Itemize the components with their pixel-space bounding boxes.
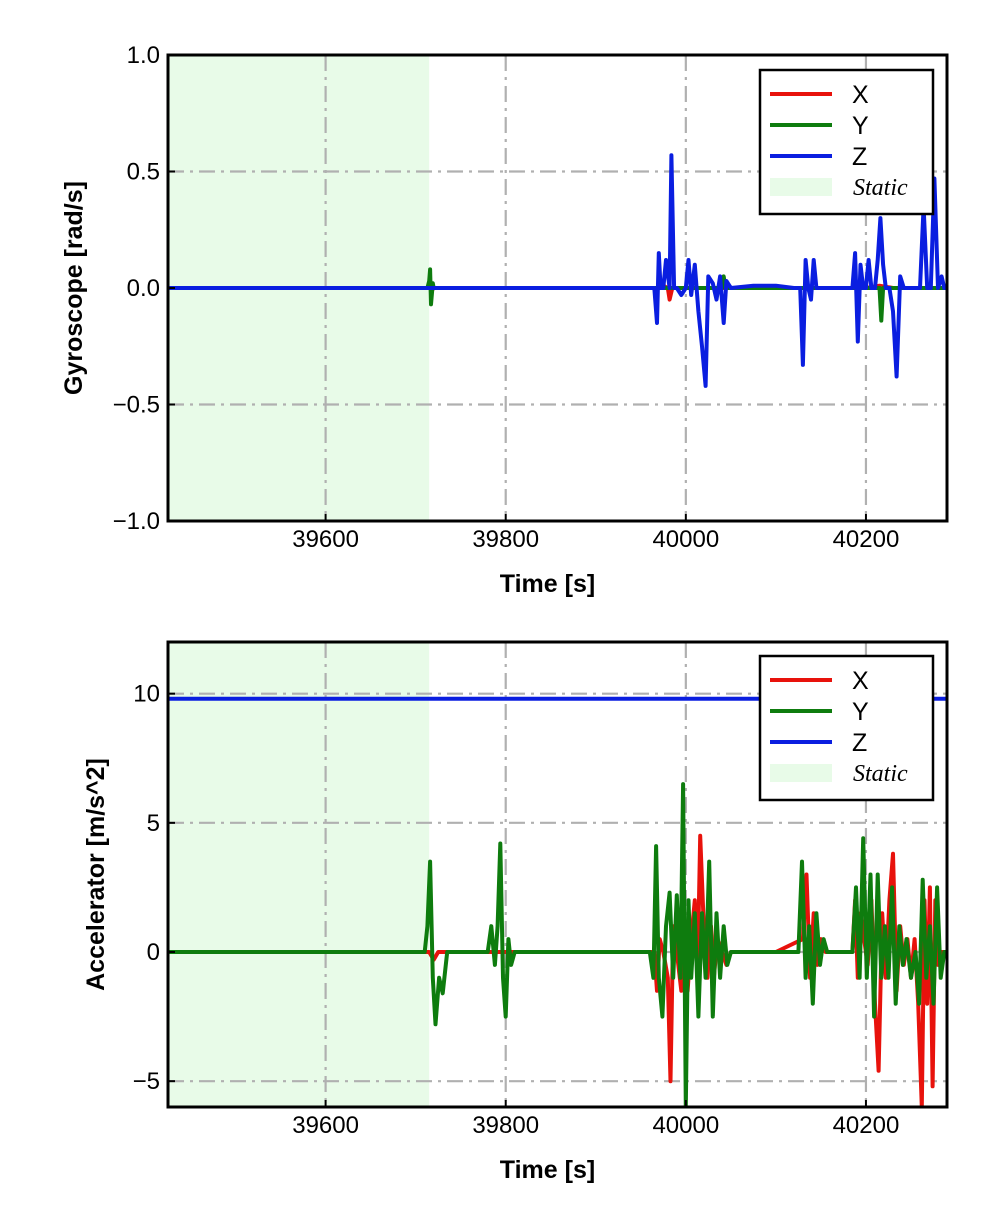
legend-label-y: Y xyxy=(852,698,869,726)
x-tick-label: 39800 xyxy=(472,526,539,553)
x-axis-label: Time [s] xyxy=(500,570,595,598)
x-tick-label: 39600 xyxy=(292,1112,359,1139)
y-tick-label: 0 xyxy=(147,939,160,966)
x-tick-label: 40000 xyxy=(652,1112,719,1139)
y-tick-label: 0.5 xyxy=(127,159,160,186)
legend: XYZ Static xyxy=(758,68,935,216)
y-tick-label: −5 xyxy=(133,1068,160,1095)
x-tick-label: 39800 xyxy=(472,1112,539,1139)
legend-swatch-static xyxy=(770,764,832,782)
series-line-y xyxy=(168,782,947,1107)
legend-label-z: Z xyxy=(852,729,867,757)
x-tick-label: 40000 xyxy=(652,526,719,553)
legend-label-x: X xyxy=(852,81,869,109)
legend-label-static: Static xyxy=(853,175,908,201)
x-tick-label: 39600 xyxy=(292,526,359,553)
y-tick-label: −0.5 xyxy=(113,392,160,419)
y-tick-label: 5 xyxy=(147,810,160,837)
y-tick-label: −1.0 xyxy=(113,508,160,535)
series-line-z xyxy=(168,153,947,388)
y-tick-label: 1.0 xyxy=(127,42,160,69)
legend: XYZ Static xyxy=(758,654,935,802)
x-tick-label: 40200 xyxy=(833,1112,900,1139)
series-lines xyxy=(168,153,947,388)
legend-swatch-static xyxy=(770,178,832,196)
accelerator-panel: 39600 39800 40000 40200 −5 0 5 10 Time [s] Accele… xyxy=(82,640,949,1184)
legend-label-x: X xyxy=(852,667,869,695)
axes-frame xyxy=(166,640,949,1109)
x-tick-label: 40200 xyxy=(833,526,900,553)
legend-label-static: Static xyxy=(853,761,908,787)
gyroscope-panel: 39600 39800 40000 40200 −1.0 −0.5 0.0 0.5 1.0 Tim… xyxy=(60,42,949,598)
legend-label-z: Z xyxy=(852,143,867,171)
x-axis-label: Time [s] xyxy=(500,1156,595,1184)
y-tick-label: 10 xyxy=(133,681,160,708)
y-axis-label: Gyroscope [rad/s] xyxy=(60,181,88,395)
static-region xyxy=(168,642,430,1107)
legend-label-y: Y xyxy=(852,112,869,140)
series-line-y xyxy=(168,267,947,323)
y-axis-label: Accelerator [m/s^2] xyxy=(82,758,110,991)
y-tick-label: 0.0 xyxy=(127,275,160,302)
